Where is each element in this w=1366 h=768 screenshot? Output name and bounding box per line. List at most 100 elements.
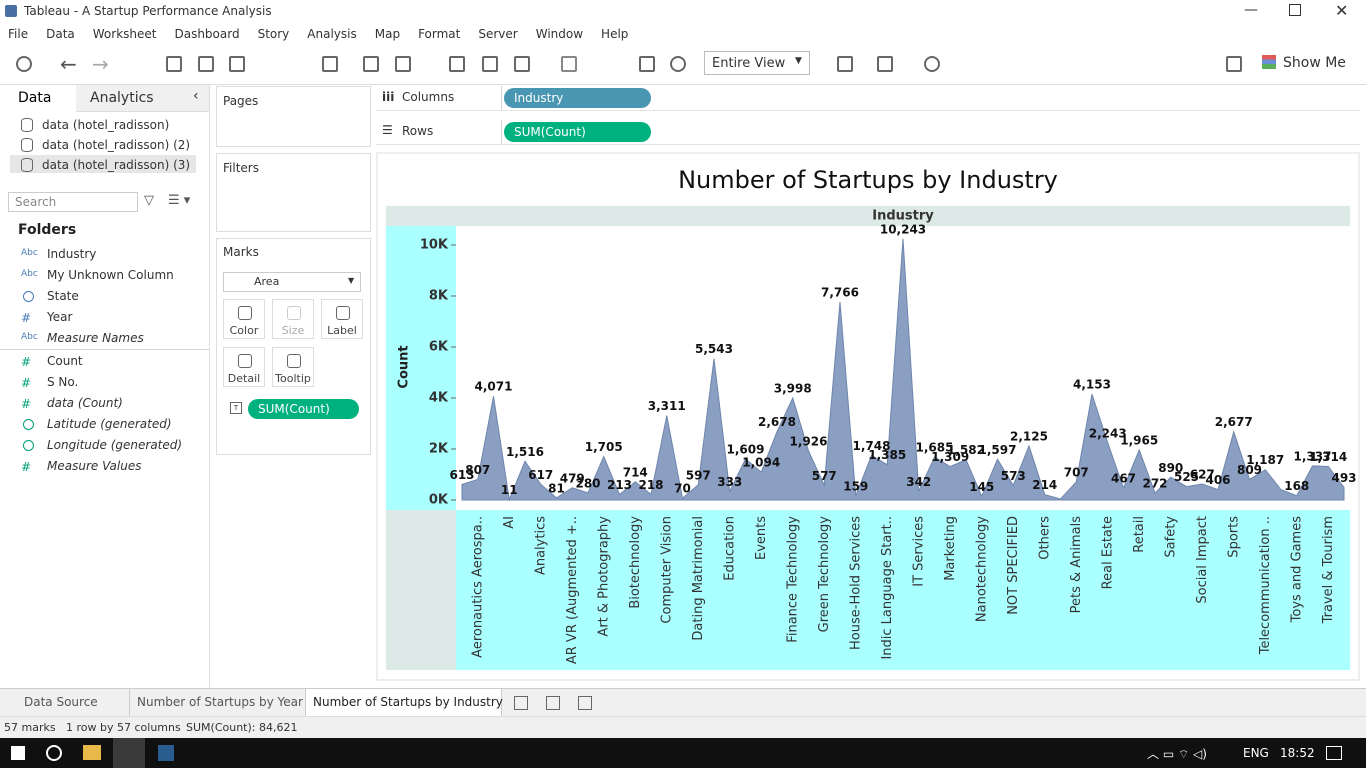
mark-button[interactable]: Detail <box>223 347 265 387</box>
explorer[interactable] <box>83 745 101 760</box>
data-label: 4,071 <box>475 380 513 394</box>
menu-item[interactable]: Story <box>257 27 290 41</box>
clear-sheet[interactable] <box>395 56 411 72</box>
fit-select[interactable]: Entire View ▼ <box>704 51 810 75</box>
filter-icon[interactable]: ▽ <box>144 193 154 208</box>
rows-pill[interactable]: SUM(Count) <box>504 122 651 142</box>
mark-button[interactable]: Size <box>272 299 314 339</box>
mark-button[interactable]: Tooltip <box>272 347 314 387</box>
search-button[interactable] <box>46 745 62 761</box>
field[interactable]: Latitude (generated) <box>47 417 172 431</box>
menu-item[interactable]: Server <box>478 27 518 41</box>
show-me[interactable]: Show Me <box>1283 55 1346 71</box>
field[interactable]: Measure Names <box>47 331 144 345</box>
menu-item[interactable]: Help <box>601 27 629 41</box>
data-label: 4,153 <box>1073 378 1111 392</box>
notifications[interactable] <box>1326 746 1342 760</box>
marks-pill[interactable]: SUM(Count) <box>248 399 359 419</box>
data-label: 479 <box>560 471 585 485</box>
mark-button-label: Color <box>229 324 259 337</box>
format-painter[interactable] <box>1226 56 1242 72</box>
mark-button[interactable]: Label <box>321 299 363 339</box>
mark-button[interactable]: Color <box>223 299 265 339</box>
sheet-tab[interactable]: Data Source <box>0 689 130 716</box>
field[interactable]: Longitude (generated) <box>47 438 183 452</box>
redo[interactable]: → <box>92 52 109 76</box>
minimize[interactable]: — <box>1244 2 1258 18</box>
collapse[interactable]: ‹ <box>193 88 199 104</box>
language[interactable]: ENG <box>1243 746 1269 760</box>
sort-desc[interactable] <box>514 56 530 72</box>
x-tick-label: Retail <box>1132 516 1147 553</box>
chart: Number of Startups by Industry Industry … <box>376 152 1360 681</box>
pin[interactable] <box>670 56 686 72</box>
data-label: 3,998 <box>774 382 812 396</box>
y-tick-label: 8K <box>429 288 449 303</box>
data-label: 1,705 <box>585 440 623 454</box>
tableau-icon[interactable] <box>16 56 32 72</box>
swap[interactable] <box>449 56 465 72</box>
field[interactable]: Industry <box>47 247 97 261</box>
tableau-task[interactable] <box>113 738 145 768</box>
field[interactable]: Count <box>47 354 83 368</box>
menu-item[interactable]: Window <box>535 27 584 41</box>
sheet-tab[interactable]: Number of Startups by Industry <box>306 689 503 716</box>
geo-icon <box>23 291 34 302</box>
menu-item[interactable]: Analysis <box>307 27 357 41</box>
pause[interactable] <box>229 56 245 72</box>
field[interactable]: State <box>47 289 79 303</box>
clock[interactable]: 18:52 <box>1280 746 1315 760</box>
close[interactable]: ✕ <box>1335 1 1349 20</box>
data-label: 342 <box>906 475 931 489</box>
columns-pill[interactable]: Industry <box>504 88 651 108</box>
dropdown-arrow: ▼ <box>348 276 355 285</box>
y-axis-bg <box>386 226 456 510</box>
data-label: 70 <box>674 482 691 496</box>
sort-asc[interactable] <box>482 56 498 72</box>
field[interactable]: data (Count) <box>47 396 123 410</box>
marks-card: Marks Area ▼ T SUM(Count) Color Size Label… <box>216 238 371 455</box>
data-source[interactable]: data (hotel_radisson) <box>42 118 170 132</box>
save[interactable] <box>166 56 182 72</box>
menu-item[interactable]: Data <box>46 27 75 41</box>
menu-item[interactable]: Map <box>374 27 401 41</box>
x-tick-label: AI <box>502 516 517 529</box>
menu-item[interactable]: Format <box>418 27 461 41</box>
show-labels[interactable] <box>639 56 655 72</box>
cards-toggle[interactable] <box>837 56 853 72</box>
field[interactable]: My Unknown Column <box>47 268 174 282</box>
field[interactable]: S No. <box>47 375 79 389</box>
new-tab-icon[interactable] <box>546 696 560 710</box>
show-me-icon[interactable] <box>1262 55 1276 69</box>
sheet-tab[interactable]: Number of Startups by Year <box>130 689 306 716</box>
field[interactable]: Year <box>47 310 73 324</box>
menu-item[interactable]: File <box>8 27 29 41</box>
other-app[interactable] <box>158 745 174 761</box>
highlight[interactable] <box>561 56 577 72</box>
columns-label: Columns <box>402 90 455 104</box>
tray-icons[interactable]: ︿ ▭ ⌔ ◁) <box>1147 747 1207 761</box>
rows-label: Rows <box>402 124 434 138</box>
share[interactable] <box>924 56 940 72</box>
tab-data[interactable]: Data <box>18 90 52 106</box>
view-icon[interactable]: ☰ ▾ <box>168 193 191 208</box>
new-tab-icon[interactable] <box>514 696 528 710</box>
start-button[interactable] <box>11 746 25 760</box>
field[interactable]: Measure Values <box>47 459 142 473</box>
new-datasource[interactable] <box>198 56 214 72</box>
tab-analytics[interactable]: Analytics <box>90 90 154 106</box>
menu-item[interactable]: Worksheet <box>92 27 157 41</box>
new-sheet[interactable] <box>322 56 338 72</box>
data-source[interactable]: data (hotel_radisson) (2) <box>42 138 191 152</box>
data-label: 11 <box>501 483 518 497</box>
mark-type-select[interactable]: Area ▼ <box>223 272 361 292</box>
x-tick-label: Analytics <box>533 516 548 575</box>
presentation[interactable] <box>877 56 893 72</box>
menu-item[interactable]: Dashboard <box>174 27 240 41</box>
search-box[interactable]: Search <box>8 192 138 212</box>
duplicate[interactable] <box>363 56 379 72</box>
new-tab-icon[interactable] <box>578 696 592 710</box>
undo[interactable]: ← <box>60 52 77 76</box>
restore[interactable] <box>1289 4 1301 16</box>
data-source[interactable]: data (hotel_radisson) (3) <box>42 158 191 172</box>
